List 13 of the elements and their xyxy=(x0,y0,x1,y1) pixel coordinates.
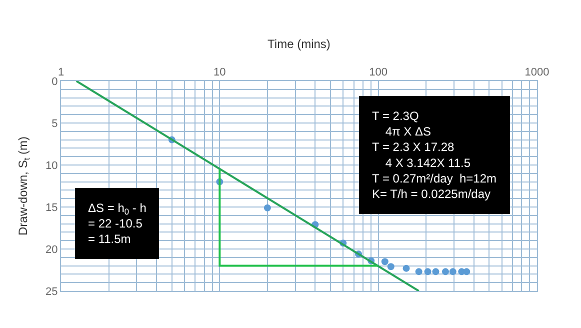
y-tick-label: 25 xyxy=(46,286,58,298)
y-tick-label: 15 xyxy=(46,202,58,214)
annotation: T = 2.3Q 4π X ΔS T = 2.3 X 17.28 4 X 3.142X 11.5 T = 0.27m²/day h=12m K= T/h = 0.0225m/day xyxy=(372,109,497,201)
x-tick-label: 1000 xyxy=(524,66,550,79)
annotation: ΔS = h$_{0}$ - h = 22 -10.5 = 11.5m xyxy=(88,201,146,246)
x-tick-label: 1 xyxy=(58,66,64,79)
y-tick-label: 20 xyxy=(46,244,58,256)
x-axis-title: Time (mins) xyxy=(268,36,330,51)
x-tick-label: 100 xyxy=(369,66,388,79)
x-tick-label: 10 xyxy=(214,66,226,79)
y-tick-label: 10 xyxy=(46,160,58,172)
y-tick-label: 5 xyxy=(52,118,58,130)
y-tick-label: 0 xyxy=(52,76,58,88)
